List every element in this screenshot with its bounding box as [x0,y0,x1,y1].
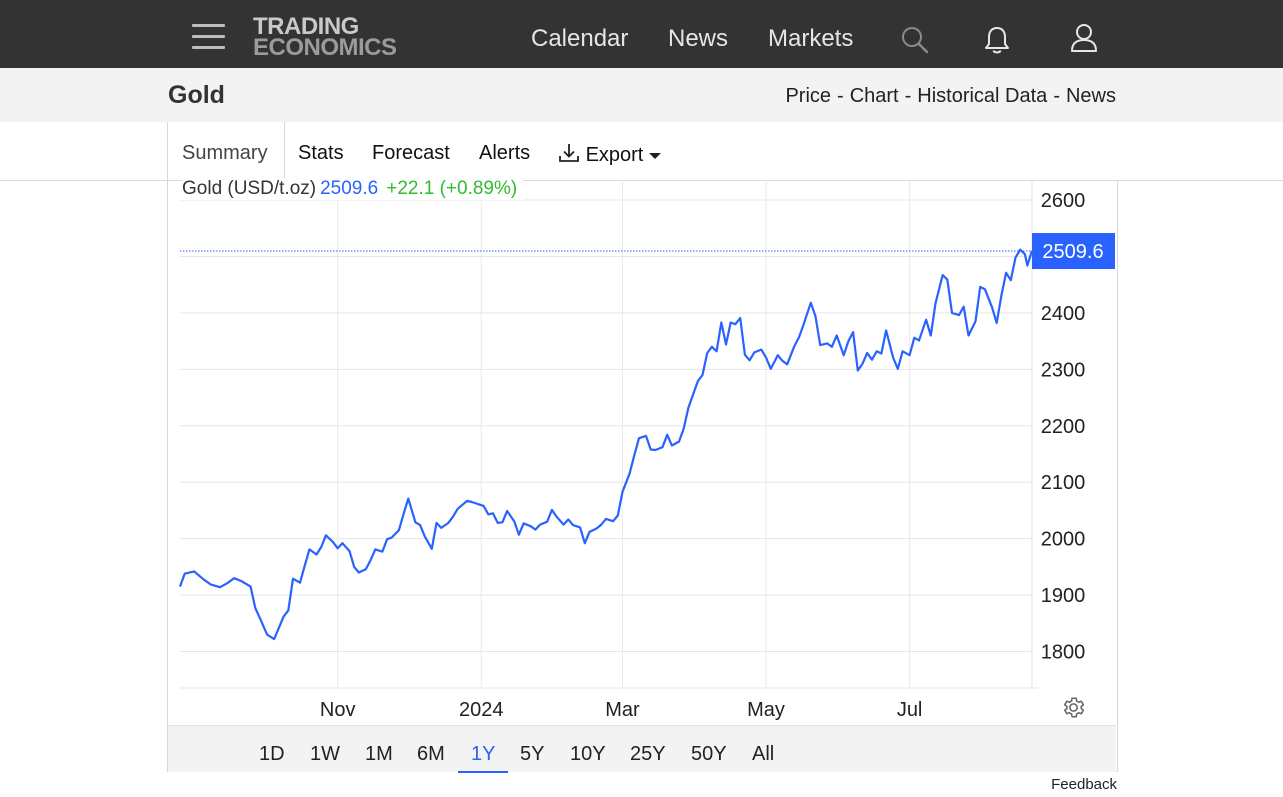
breadcrumb-news[interactable]: News [1065,85,1116,107]
nav-markets[interactable]: Markets [768,25,854,52]
logo-line-2: ECONOMICS [253,34,397,61]
range-25y[interactable]: 25Y [630,743,666,765]
tab-stats[interactable]: Stats [298,142,344,164]
range-6m[interactable]: 6M [417,743,445,765]
nav-news[interactable]: News [668,25,729,52]
breadcrumb-price[interactable]: Price [785,85,832,107]
settings-gear-icon[interactable] [1061,695,1086,725]
user-icon[interactable] [1069,22,1099,59]
breadcrumb-historical-data[interactable]: Historical Data [917,85,1048,107]
export-dropdown[interactable]: Export [558,142,661,167]
asset-subheader [0,68,1283,122]
breadcrumb-separator: - [837,85,844,107]
legend-change: +22.1 (+0.89%) [386,178,518,199]
tab-alerts[interactable]: Alerts [479,142,531,164]
page-title: Gold [168,81,225,109]
chart-tabs: Summary Stats Forecast Alerts Export [167,122,661,181]
breadcrumb: Price - Chart - Historical Data - News [785,85,1116,108]
breadcrumb-separator: - [904,85,912,107]
range-all[interactable]: All [752,743,775,765]
download-icon [559,144,579,162]
chart-legend: Gold (USD/t.oz) 2509.6 +22.1 (+0.89%) [182,178,524,200]
search-icon[interactable] [900,25,930,60]
legend-series-name: Gold (USD/t.oz) [182,178,317,199]
menu-icon[interactable] [192,22,226,50]
breadcrumb-chart[interactable]: Chart [849,85,899,107]
active-range-underline [458,771,508,773]
trading-economics-logo[interactable]: TRADING ECONOMICS [253,13,397,61]
export-label: Export [585,144,644,166]
range-1m[interactable]: 1M [365,743,393,765]
range-50y[interactable]: 50Y [691,743,727,765]
tab-summary[interactable]: Summary [182,142,268,164]
range-5y[interactable]: 5Y [520,743,545,765]
range-10y[interactable]: 10Y [570,743,606,765]
chart-container [167,181,1118,772]
range-1y[interactable]: 1Y [471,743,496,765]
tab-divider [284,122,285,180]
caret-down-icon [648,153,661,159]
range-selector: 1D 1W 1M 6M 1Y 5Y 10Y 25Y 50Y All [168,725,1116,773]
breadcrumb-separator: - [1053,85,1060,107]
feedback-link[interactable]: Feedback [1051,776,1117,793]
tab-forecast[interactable]: Forecast [372,142,450,164]
bell-icon[interactable] [983,25,1011,60]
top-navigation-bar: TRADING ECONOMICS Calendar News Markets [0,0,1283,68]
tabs-bar [0,122,1283,181]
nav-calendar[interactable]: Calendar [531,25,629,52]
range-1w[interactable]: 1W [310,743,340,765]
legend-price: 2509.6 [320,178,379,199]
range-1d[interactable]: 1D [259,743,285,765]
logo-line-1: TRADING [253,13,359,40]
